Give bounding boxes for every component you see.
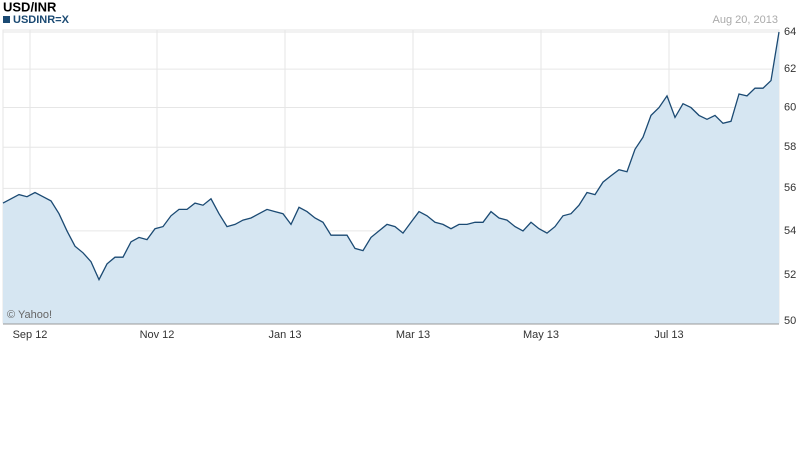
area-fill <box>3 32 779 324</box>
y-tick-label: 56 <box>784 182 796 194</box>
y-tick-label: 64 <box>784 26 796 38</box>
y-tick-label: 58 <box>784 141 796 153</box>
x-tick-label: Jul 13 <box>654 329 683 341</box>
legend-swatch <box>3 16 10 23</box>
watermark: © Yahoo! <box>7 309 52 321</box>
x-tick-label: Mar 13 <box>396 329 430 341</box>
y-tick-label: 52 <box>784 269 796 281</box>
date-label: Aug 20, 2013 <box>713 14 778 26</box>
chart-title: USD/INR <box>3 0 57 14</box>
y-tick-label: 50 <box>784 315 796 327</box>
x-tick-label: Jan 13 <box>268 329 301 341</box>
legend-label: USDINR=X <box>13 14 70 26</box>
x-tick-label: May 13 <box>523 329 559 341</box>
line <box>2 31 780 282</box>
y-tick-label: 62 <box>784 63 796 75</box>
plot-area: 50 52 54 56 58 60 62 64 Sep 12 Nov 12 Jan 13 Mar 13… <box>2 26 796 341</box>
y-tick-label: 60 <box>784 101 796 113</box>
x-tick-label: Sep 12 <box>13 329 48 341</box>
x-tick-label: Nov 12 <box>140 329 175 341</box>
y-tick-label: 54 <box>784 225 796 237</box>
